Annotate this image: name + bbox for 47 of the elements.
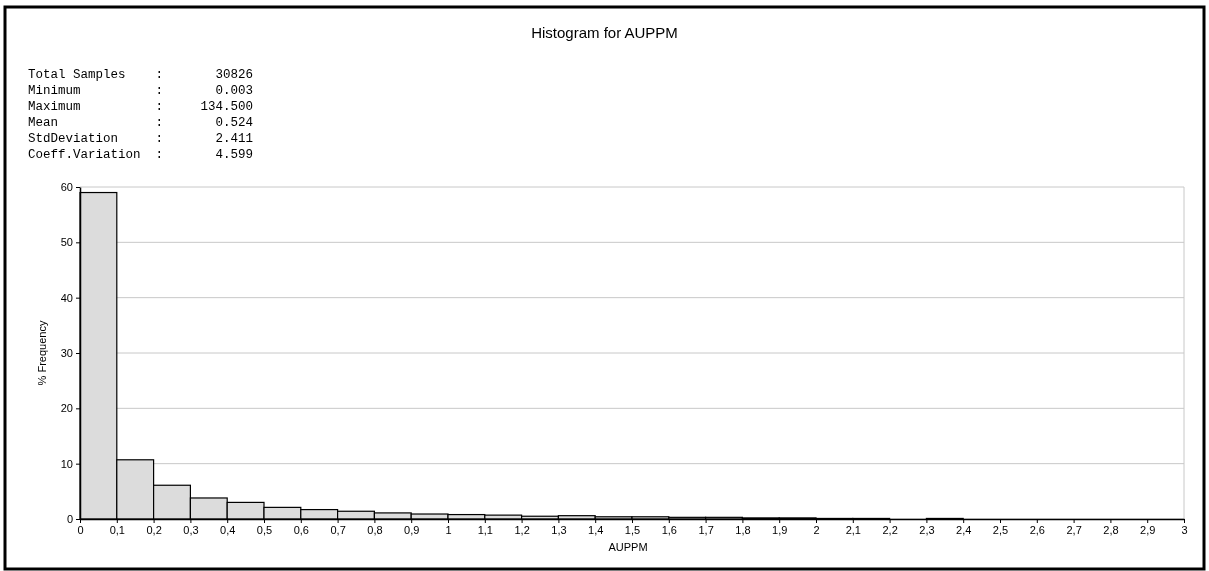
y-tick-label: 30: [60, 347, 73, 360]
x-tick-label: 2,3: [919, 523, 935, 536]
x-tick-label: 0,3: [183, 523, 199, 536]
x-tick-label: 2,5: [992, 523, 1009, 536]
x-tick-label: 0,4: [220, 523, 236, 536]
x-tick-label: 0,2: [146, 523, 162, 536]
text: Total Samples : 30826: [28, 68, 254, 82]
x-tick-label: 0,6: [293, 523, 309, 536]
x-tick-label: 1,1: [477, 523, 493, 536]
text: Minimum : 0.003: [28, 84, 254, 98]
y-tick-label: 50: [60, 236, 73, 249]
y-axis-title: % Frequency: [36, 320, 48, 386]
text: Maximum : 134.500: [28, 100, 254, 114]
x-tick-label: 1,5: [624, 523, 641, 536]
text: Mean : 0.524: [28, 116, 254, 130]
x-tick-label: 3: [1181, 523, 1188, 536]
x-tick-label: 2: [813, 523, 820, 536]
x-tick-label: 2,9: [1140, 523, 1156, 536]
x-tick-label: 2,2: [882, 523, 898, 536]
text: StdDeviation : 2.411: [28, 132, 254, 146]
y-tick-label: 40: [60, 291, 73, 304]
x-axis-title: AUPPM: [608, 541, 648, 553]
text: Coeff.Variation : 4.599: [28, 148, 254, 162]
x-tick-label: 0,5: [256, 523, 273, 536]
x-tick-label: 2,7: [1066, 523, 1082, 536]
x-tick-label: 1,9: [772, 523, 788, 536]
x-tick-label: 1,8: [735, 523, 751, 536]
x-tick-label: 0,9: [404, 523, 420, 536]
y-tick-label: 0: [66, 513, 73, 526]
y-tick-label: 60: [60, 181, 73, 194]
chart-title: Histogram for AUPPM: [531, 24, 678, 41]
x-tick-label: 1,2: [514, 523, 530, 536]
x-tick-label: 2,8: [1103, 523, 1119, 536]
x-tick-label: 0: [77, 523, 84, 536]
x-tick-label: 0,7: [330, 523, 346, 536]
x-tick-label: 1,3: [551, 523, 567, 536]
x-tick-label: 1: [445, 523, 452, 536]
x-tick-label: 0,8: [367, 523, 383, 536]
x-tick-label: 1,6: [661, 523, 677, 536]
x-tick-label: 2,4: [956, 523, 972, 536]
y-tick-label: 10: [60, 457, 73, 470]
x-tick-label: 1,4: [588, 523, 604, 536]
y-tick-label: 20: [60, 402, 73, 415]
x-tick-label: 1,7: [698, 523, 714, 536]
x-tick-label: 2,1: [845, 523, 861, 536]
x-tick-label: 2,6: [1029, 523, 1045, 536]
x-tick-label: 0,1: [109, 523, 125, 536]
